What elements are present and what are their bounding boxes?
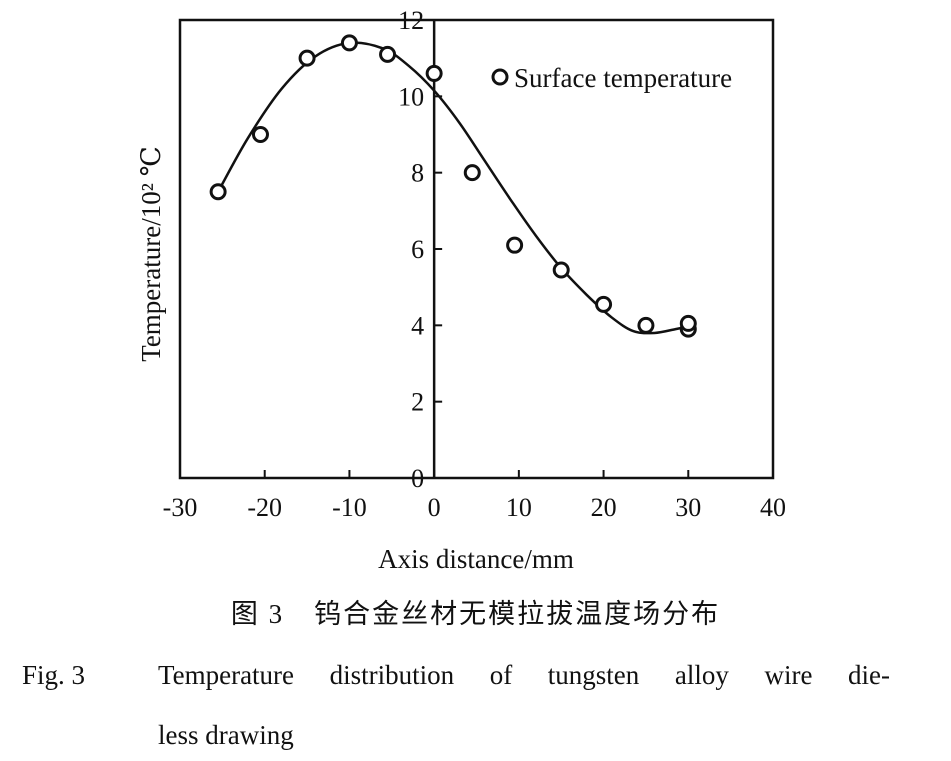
data-point [595,295,613,313]
data-point [251,126,269,143]
y-axis-label: Temperature/10² ℃ [136,146,166,362]
data-point [209,183,227,201]
y-tick-label: 0 [411,464,424,493]
y-tick-label: 2 [411,388,424,417]
data-point [298,49,316,67]
plot-frame [178,18,775,480]
data-point [637,316,655,334]
data-point [340,34,358,52]
y-tick-label: 6 [411,235,424,264]
x-tick-label: -20 [247,493,282,522]
x-tick-label: 10 [506,493,532,522]
data-point [679,314,697,332]
figure-caption-english-line1: Temperature distribution of tungsten all… [158,660,890,690]
y-tick-label: 10 [398,82,424,111]
x-tick-label: -10 [332,493,367,522]
x-tick-label: 40 [760,493,786,522]
caption-cn-text: 钨合金丝材无模拉拔温度场分布 [314,599,721,629]
caption-cn-label: 图 3 [230,599,285,629]
temperature-chart: -30 -20 -10 0 10 20 30 40 0 2 4 6 8 10 12 Surface temp… [136,6,786,574]
figure-caption-english-line2: less drawing [158,720,294,750]
data-point [379,45,397,63]
y-tick-label: 8 [411,159,424,188]
figure-caption-chinese: 图 3 钨合金丝材无模拉拔温度场分布 [0,592,951,631]
legend-label: Surface temperature [514,63,732,93]
chart-ticks: -30 -20 -10 0 10 20 30 40 0 2 4 6 8 10 12 [163,6,786,522]
legend-marker [491,68,509,86]
figure-caption-label: Fig. 3 [22,660,86,690]
x-axis-label: Axis distance/mm [378,544,574,574]
data-point [506,236,524,254]
x-tick-label: 0 [428,493,441,522]
fit-curve-line [217,41,693,335]
chart-data-points [209,34,697,338]
x-tick-label: 20 [591,493,617,522]
x-tick-label: -30 [163,493,198,522]
y-tick-label: 4 [411,311,424,340]
chart-fit-curve-group [217,41,693,335]
data-point [425,64,443,82]
y-tick-label: 12 [398,6,424,35]
data-point [552,261,570,279]
x-tick-label: 30 [675,493,701,522]
chart-legend: Surface temperature [491,63,732,93]
data-point [463,164,481,182]
